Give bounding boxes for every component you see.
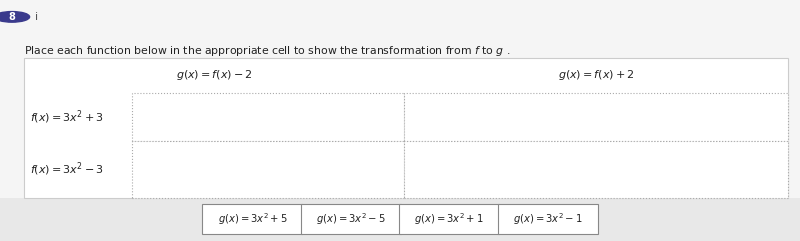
- Text: Place each function below in the appropriate cell to show the transformation fro: Place each function below in the appropr…: [24, 44, 510, 58]
- FancyBboxPatch shape: [0, 198, 800, 241]
- Circle shape: [0, 12, 30, 22]
- FancyBboxPatch shape: [202, 204, 302, 234]
- Text: $g(x) = 3x^2 - 1$: $g(x) = 3x^2 - 1$: [513, 211, 582, 227]
- FancyBboxPatch shape: [301, 204, 401, 234]
- Text: i: i: [35, 12, 38, 22]
- FancyBboxPatch shape: [132, 141, 404, 198]
- FancyBboxPatch shape: [404, 93, 788, 141]
- FancyBboxPatch shape: [404, 141, 788, 198]
- Text: 8: 8: [9, 12, 15, 22]
- Text: $f(x) = 3x^2 - 3$: $f(x) = 3x^2 - 3$: [30, 161, 105, 178]
- Text: $g(x) = 3x^2 + 1$: $g(x) = 3x^2 + 1$: [414, 211, 484, 227]
- FancyBboxPatch shape: [399, 204, 499, 234]
- Text: $g(x) = 3x^2 + 5$: $g(x) = 3x^2 + 5$: [218, 211, 287, 227]
- Text: $g(x) = 3x^2 - 5$: $g(x) = 3x^2 - 5$: [316, 211, 386, 227]
- FancyBboxPatch shape: [24, 58, 788, 198]
- FancyBboxPatch shape: [498, 204, 598, 234]
- Text: $g(x) = f(x) + 2$: $g(x) = f(x) + 2$: [558, 68, 634, 82]
- Text: $f(x) = 3x^2 + 3$: $f(x) = 3x^2 + 3$: [30, 108, 105, 126]
- Text: $g(x) = f(x) - 2$: $g(x) = f(x) - 2$: [176, 68, 252, 82]
- FancyBboxPatch shape: [132, 93, 404, 141]
